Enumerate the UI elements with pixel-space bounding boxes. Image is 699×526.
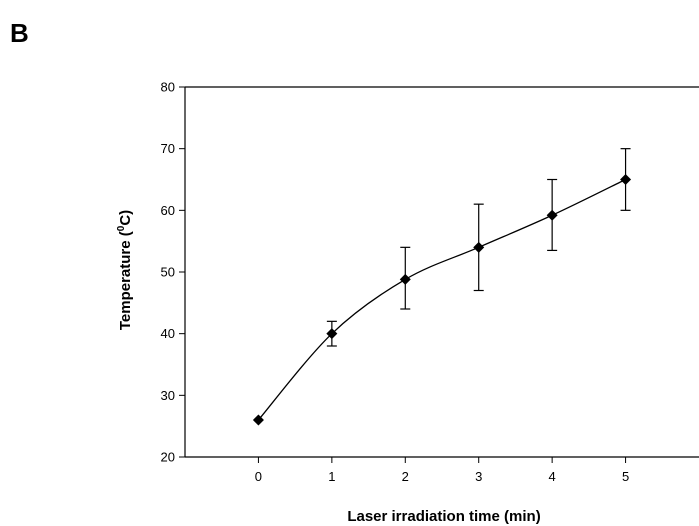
data-point [546,209,558,221]
x-tick-label: 4 [549,469,556,484]
y-tick-label: 30 [161,388,175,403]
x-tick-label: 5 [622,469,629,484]
y-tick-label: 80 [161,80,175,95]
series-line [257,178,626,421]
axes [179,86,699,463]
x-tick-label: 3 [475,469,482,484]
panel-letter: B [10,18,29,48]
data-point [473,241,485,253]
data-point [252,414,264,426]
x-tick-label: 0 [255,469,262,484]
data-point [326,328,338,340]
data-point [399,273,411,285]
y-tick-label: 70 [161,141,175,156]
x-axis-label: Laser irradiation time (min) [347,508,540,525]
series-curve [257,178,626,421]
y-tick-label: 60 [161,203,175,218]
data-points [252,174,632,426]
y-tick-label: 40 [161,326,175,341]
y-axis-label: Temperature (0C) [116,210,134,330]
x-tick-label: 1 [328,469,335,484]
data-point [620,174,632,185]
tick-labels: 20 30 40 50 60 70 80 0 1 2 3 4 5 [161,80,630,485]
y-tick-label: 50 [161,265,175,280]
y-tick-label: 20 [161,450,175,465]
x-tick-label: 2 [402,469,409,484]
